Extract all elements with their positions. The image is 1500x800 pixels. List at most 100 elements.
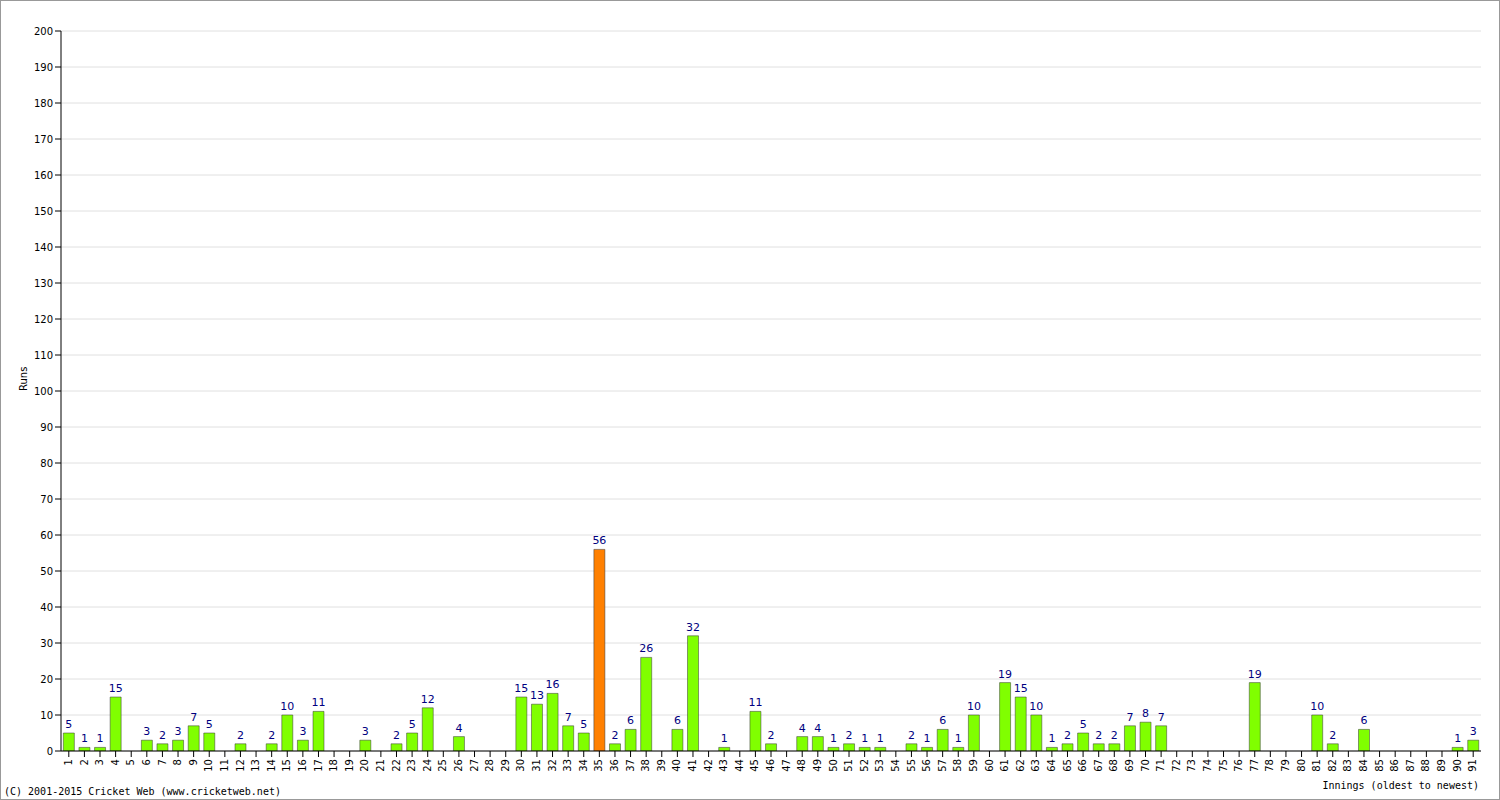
svg-text:7: 7 <box>157 759 168 765</box>
svg-text:70: 70 <box>1140 759 1151 772</box>
svg-text:43: 43 <box>718 759 729 772</box>
svg-text:90: 90 <box>1452 759 1463 772</box>
svg-text:2: 2 <box>611 729 618 742</box>
svg-text:87: 87 <box>1405 759 1416 772</box>
svg-text:4: 4 <box>455 722 462 735</box>
svg-text:150: 150 <box>34 206 53 217</box>
svg-text:4: 4 <box>110 759 121 765</box>
svg-text:130: 130 <box>34 278 53 289</box>
svg-text:58: 58 <box>952 759 963 772</box>
svg-text:57: 57 <box>937 759 948 772</box>
svg-text:31: 31 <box>531 759 542 772</box>
svg-text:2: 2 <box>1064 729 1071 742</box>
svg-text:81: 81 <box>1311 759 1322 772</box>
svg-text:45: 45 <box>749 759 760 772</box>
svg-text:21: 21 <box>375 759 386 772</box>
svg-text:67: 67 <box>1093 759 1104 772</box>
svg-text:3: 3 <box>175 725 182 738</box>
svg-text:3: 3 <box>299 725 306 738</box>
svg-text:34: 34 <box>578 759 589 772</box>
svg-text:2: 2 <box>846 729 853 742</box>
svg-text:69: 69 <box>1124 759 1135 772</box>
svg-text:48: 48 <box>796 759 807 772</box>
svg-text:32: 32 <box>686 621 700 634</box>
svg-text:9: 9 <box>188 759 199 765</box>
svg-text:110: 110 <box>34 350 53 361</box>
svg-text:64: 64 <box>1046 759 1057 772</box>
svg-text:83: 83 <box>1342 759 1353 772</box>
svg-text:52: 52 <box>859 759 870 772</box>
svg-text:91: 91 <box>1467 759 1478 772</box>
svg-text:65: 65 <box>1062 759 1073 772</box>
svg-text:11: 11 <box>748 696 762 709</box>
svg-text:59: 59 <box>968 759 979 772</box>
svg-text:50: 50 <box>828 759 839 772</box>
svg-text:73: 73 <box>1186 759 1197 772</box>
svg-text:53: 53 <box>874 759 885 772</box>
svg-text:19: 19 <box>998 668 1012 681</box>
svg-text:1: 1 <box>877 732 884 745</box>
svg-text:80: 80 <box>40 458 53 469</box>
svg-text:55: 55 <box>906 759 917 772</box>
svg-text:35: 35 <box>593 759 604 772</box>
svg-text:4: 4 <box>814 722 821 735</box>
svg-text:2: 2 <box>908 729 915 742</box>
svg-text:5: 5 <box>1080 718 1087 731</box>
svg-text:2: 2 <box>1111 729 1118 742</box>
svg-text:7: 7 <box>190 711 197 724</box>
svg-text:26: 26 <box>453 759 464 772</box>
svg-text:23: 23 <box>406 759 417 772</box>
svg-text:180: 180 <box>34 98 53 109</box>
svg-text:40: 40 <box>671 759 682 772</box>
svg-text:12: 12 <box>421 693 435 706</box>
svg-text:10: 10 <box>1029 700 1043 713</box>
svg-text:15: 15 <box>514 682 528 695</box>
svg-text:77: 77 <box>1249 759 1260 772</box>
svg-text:2: 2 <box>79 759 90 765</box>
svg-text:0: 0 <box>47 746 53 757</box>
svg-text:80: 80 <box>1296 759 1307 772</box>
svg-text:2: 2 <box>768 729 775 742</box>
svg-text:36: 36 <box>609 759 620 772</box>
svg-text:86: 86 <box>1389 759 1400 772</box>
svg-text:1: 1 <box>955 732 962 745</box>
svg-text:120: 120 <box>34 314 53 325</box>
svg-text:2: 2 <box>1095 729 1102 742</box>
svg-text:15: 15 <box>281 759 292 772</box>
svg-text:1: 1 <box>97 732 104 745</box>
svg-text:5: 5 <box>580 718 587 731</box>
svg-text:1: 1 <box>924 732 931 745</box>
svg-text:10: 10 <box>203 759 214 772</box>
svg-text:8: 8 <box>1142 707 1149 720</box>
svg-text:84: 84 <box>1358 759 1369 772</box>
svg-text:13: 13 <box>530 689 544 702</box>
svg-text:71: 71 <box>1155 759 1166 772</box>
svg-text:30: 30 <box>40 638 53 649</box>
svg-text:6: 6 <box>627 714 634 727</box>
svg-text:16: 16 <box>546 678 560 691</box>
svg-text:3: 3 <box>362 725 369 738</box>
svg-text:62: 62 <box>1015 759 1026 772</box>
svg-text:1: 1 <box>830 732 837 745</box>
svg-text:170: 170 <box>34 134 53 145</box>
svg-text:15: 15 <box>1014 682 1028 695</box>
svg-text:78: 78 <box>1264 759 1275 772</box>
svg-text:13: 13 <box>250 759 261 772</box>
svg-text:8: 8 <box>172 759 183 765</box>
svg-text:11: 11 <box>312 696 326 709</box>
svg-text:30: 30 <box>515 759 526 772</box>
svg-text:3: 3 <box>1470 725 1477 738</box>
svg-text:51: 51 <box>843 759 854 772</box>
svg-text:100: 100 <box>34 386 53 397</box>
svg-text:26: 26 <box>639 642 653 655</box>
svg-text:33: 33 <box>562 759 573 772</box>
svg-text:1: 1 <box>1048 732 1055 745</box>
svg-text:190: 190 <box>34 62 53 73</box>
svg-text:70: 70 <box>40 494 53 505</box>
svg-text:79: 79 <box>1280 759 1291 772</box>
svg-text:47: 47 <box>781 759 792 772</box>
svg-text:22: 22 <box>391 759 402 772</box>
svg-text:89: 89 <box>1436 759 1447 772</box>
svg-text:68: 68 <box>1108 759 1119 772</box>
svg-text:76: 76 <box>1233 759 1244 772</box>
